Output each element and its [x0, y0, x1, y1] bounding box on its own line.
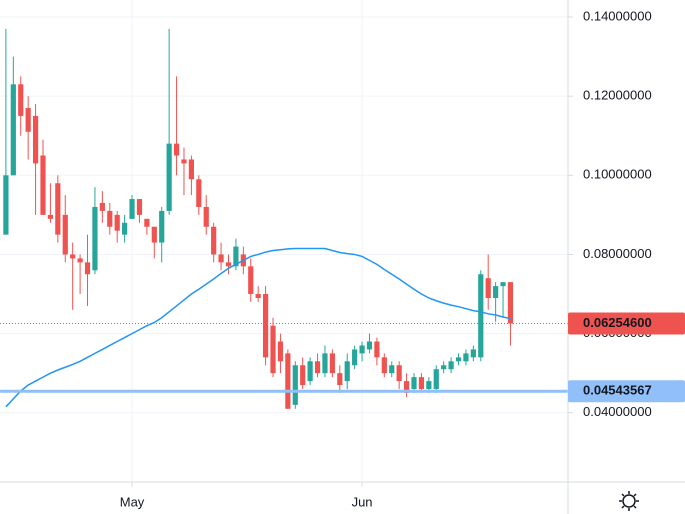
candle-body: [500, 282, 506, 287]
candle-body: [418, 377, 425, 390]
candle-body: [25, 108, 31, 132]
x-tick-label: Jun: [352, 494, 373, 509]
gear-ring: [622, 494, 636, 508]
candle-body: [426, 381, 432, 390]
candle-body: [292, 365, 298, 405]
candle-body: [47, 214, 54, 219]
candle-body: [322, 353, 328, 374]
candle-body: [277, 341, 284, 362]
x-tick-label: May: [120, 494, 145, 509]
candle-body: [366, 341, 373, 350]
candle-body: [411, 377, 417, 390]
candle-body: [248, 266, 254, 295]
candle-body: [344, 361, 350, 382]
candle-body: [10, 84, 16, 176]
candle-body: [307, 361, 313, 382]
candle-body: [203, 206, 209, 227]
y-tick-label: 0.10000000: [583, 167, 652, 182]
candle-body: [107, 210, 113, 227]
candle-body: [389, 365, 395, 374]
price-label: 0.04543567: [583, 383, 652, 398]
candle-body: [403, 381, 410, 393]
candle-body: [263, 294, 269, 358]
candle-body: [507, 282, 514, 324]
candle-body: [352, 349, 358, 366]
candle-body: [62, 214, 68, 255]
candle-body: [92, 206, 98, 271]
candle-body: [196, 179, 202, 207]
candle-body: [151, 226, 157, 243]
candle-body: [300, 365, 306, 386]
candle-body: [70, 254, 76, 259]
candle-body: [359, 345, 365, 354]
candle-body: [32, 115, 39, 164]
plot-area: [0, 28, 568, 409]
moving-average-line: [5, 247, 511, 408]
candle-body: [144, 218, 150, 227]
candle-body: [84, 262, 91, 275]
candle-body: [485, 278, 491, 298]
candle-body: [381, 357, 387, 374]
candle-body: [455, 357, 462, 362]
candle-body: [3, 175, 9, 235]
candle-body: [159, 210, 165, 243]
gear-teeth: [619, 491, 639, 511]
candle-body: [493, 286, 499, 298]
y-tick-label: 0.04000000: [583, 404, 652, 419]
candle-body: [218, 254, 224, 263]
candle-body: [122, 222, 128, 235]
candle-body: [396, 365, 402, 382]
candle-body: [99, 203, 105, 211]
price-label-box: [568, 380, 685, 403]
candle-body: [233, 246, 239, 267]
candle-body: [433, 369, 439, 390]
candle-body: [314, 361, 321, 374]
candle-body: [255, 294, 261, 298]
candle-body: [285, 353, 291, 409]
candle-body: [55, 183, 61, 235]
candle-body: [441, 365, 447, 370]
candle-body: [211, 226, 217, 255]
candle-body: [463, 353, 469, 362]
price-label: 0.06254600: [583, 315, 652, 330]
candle-body: [448, 361, 454, 370]
y-tick-label: 0.12000000: [583, 88, 652, 103]
candle-body: [77, 258, 83, 263]
candle-body: [181, 159, 187, 164]
candle-body: [270, 325, 276, 374]
candle-body: [18, 84, 24, 116]
y-axis: 0.040000000.060000000.080000000.10000000…: [120, 8, 685, 509]
price-label-box: [568, 312, 685, 335]
y-tick-label: 0.14000000: [583, 8, 652, 23]
settings-icon[interactable]: [619, 491, 639, 511]
candle-body: [337, 373, 343, 386]
candle-body: [173, 143, 180, 156]
candle-body: [188, 159, 194, 180]
candle-body: [114, 214, 120, 231]
y-tick-label: 0.08000000: [583, 246, 652, 261]
candle-body: [40, 155, 46, 215]
candle-body: [225, 262, 232, 267]
candle-body: [329, 353, 335, 374]
candle-body: [374, 341, 380, 358]
candle-body: [136, 199, 143, 215]
candle-body: [470, 349, 476, 358]
candle-body: [129, 199, 135, 219]
candle-body: [166, 143, 172, 211]
candle-body: [478, 274, 484, 358]
